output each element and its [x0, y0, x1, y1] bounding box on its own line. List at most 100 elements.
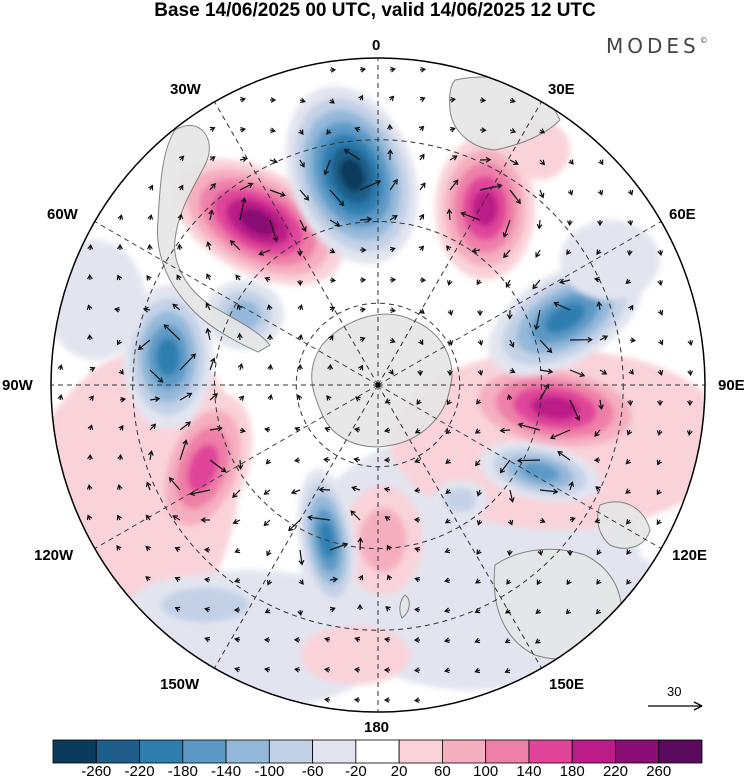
wind-arrow: [656, 519, 662, 526]
wind-arrow: [87, 273, 93, 281]
wind-arrow: [449, 126, 456, 133]
wind-arrow: [383, 667, 391, 673]
wind-arrow: [177, 213, 184, 221]
wind-arrow: [168, 477, 181, 491]
wind-arrow: [149, 396, 161, 402]
wind-arrow: [353, 697, 361, 703]
wind-arrow: [288, 519, 301, 532]
wind-arrow: [657, 369, 664, 376]
wind-arrow: [388, 369, 394, 375]
wind-arrow: [385, 606, 391, 612]
wind-arrow: [566, 219, 573, 227]
wind-arrow: [239, 182, 254, 191]
wind-arrow: [293, 666, 301, 673]
wind-arrow: [657, 309, 664, 316]
wind-arrow: [87, 453, 93, 461]
wind-arrow: [179, 439, 188, 461]
wind-arrow: [627, 189, 634, 196]
wind-arrow: [388, 95, 395, 102]
wind-arrow: [116, 483, 123, 491]
wind-arrow: [476, 519, 483, 526]
wind-arrow: [568, 159, 574, 165]
wind-arrow: [625, 488, 631, 494]
wind-arrow: [506, 309, 513, 320]
colorbar-bin: [52, 739, 97, 764]
wind-arrow: [359, 336, 366, 343]
wind-arrow: [343, 148, 361, 161]
wind-arrow: [353, 456, 361, 463]
wind-arrow: [446, 279, 453, 286]
wind-arrow: [204, 606, 211, 613]
wind-arrow: [89, 366, 96, 373]
graticule: [51, 58, 705, 712]
colorbar-bin: [225, 739, 270, 764]
wind-arrow: [414, 428, 421, 434]
landmass: [597, 501, 651, 549]
wind-arrow: [599, 335, 609, 341]
wind-arrow: [508, 489, 515, 503]
wind-arrow: [176, 274, 182, 281]
wind-arrow: [539, 339, 553, 354]
wind-arrow: [657, 399, 663, 407]
wind-arrow: [445, 458, 451, 464]
wind-arrow: [299, 219, 307, 233]
lon-label-180: 180: [364, 719, 390, 736]
colorbar-bin: [398, 739, 443, 764]
wind-arrow: [299, 159, 305, 168]
wind-arrow: [118, 369, 124, 375]
wind-arrow: [687, 339, 694, 347]
wind-arrow: [209, 425, 223, 432]
wind-arrow: [567, 549, 573, 557]
wind-arrow: [479, 156, 492, 163]
colorbar-tick-label: -180: [167, 763, 198, 780]
wind-arrow: [539, 488, 559, 495]
wind-arrow: [446, 245, 452, 251]
wind-arrow: [329, 277, 337, 284]
wind-arrow: [445, 488, 451, 494]
wind-arrow: [389, 66, 396, 73]
wind-arrow: [329, 67, 337, 73]
wind-arrow: [567, 189, 574, 196]
wind-arrow: [203, 546, 211, 553]
anomaly-contour: [239, 208, 277, 236]
meridian-line: [94, 221, 379, 386]
wind-arrow: [474, 459, 481, 467]
map-title: Base 14/06/2025 00 UTC, valid 14/06/2025…: [154, 0, 596, 21]
wind-arrow: [269, 158, 279, 164]
wind-arrow: [298, 579, 304, 585]
wind-arrow: [449, 179, 459, 191]
wind-arrow: [353, 426, 361, 433]
wind-arrow: [299, 97, 306, 104]
wind-arrow: [476, 549, 482, 555]
wind-arrow: [318, 486, 331, 493]
wind-arrow: [626, 549, 632, 555]
wind-arrow: [566, 249, 572, 256]
wind-arrow: [269, 219, 279, 243]
wind-arrow: [298, 129, 304, 136]
wind-arrow: [413, 487, 421, 494]
colorbar-tick-label: 100: [473, 763, 499, 780]
anomaly-contour: [161, 587, 249, 623]
wind-arrow: [178, 184, 184, 191]
wind-arrow: [359, 277, 367, 283]
wind-arrow: [596, 301, 603, 311]
wind-arrow: [476, 279, 482, 286]
wind-arrow: [359, 216, 373, 223]
wind-arrow: [269, 189, 286, 197]
colorbar-tick-label: -260: [81, 763, 112, 780]
wind-arrow: [179, 353, 197, 371]
colorbar-bin: [139, 739, 184, 764]
wind-arrow: [209, 156, 216, 162]
wind-arrow: [499, 459, 511, 474]
lon-label-60w: 60W: [47, 206, 78, 223]
wind-arrow: [565, 608, 572, 615]
colorbar-bin: [485, 739, 530, 764]
wind-arrow: [596, 549, 602, 556]
wind-arrow: [628, 369, 634, 375]
wind-arrow: [569, 369, 586, 377]
anomaly-contour: [530, 395, 580, 421]
wind-arrow: [297, 304, 304, 311]
wind-arrow: [323, 666, 331, 673]
wind-arrow: [116, 545, 122, 551]
wind-arrow: [117, 214, 124, 221]
